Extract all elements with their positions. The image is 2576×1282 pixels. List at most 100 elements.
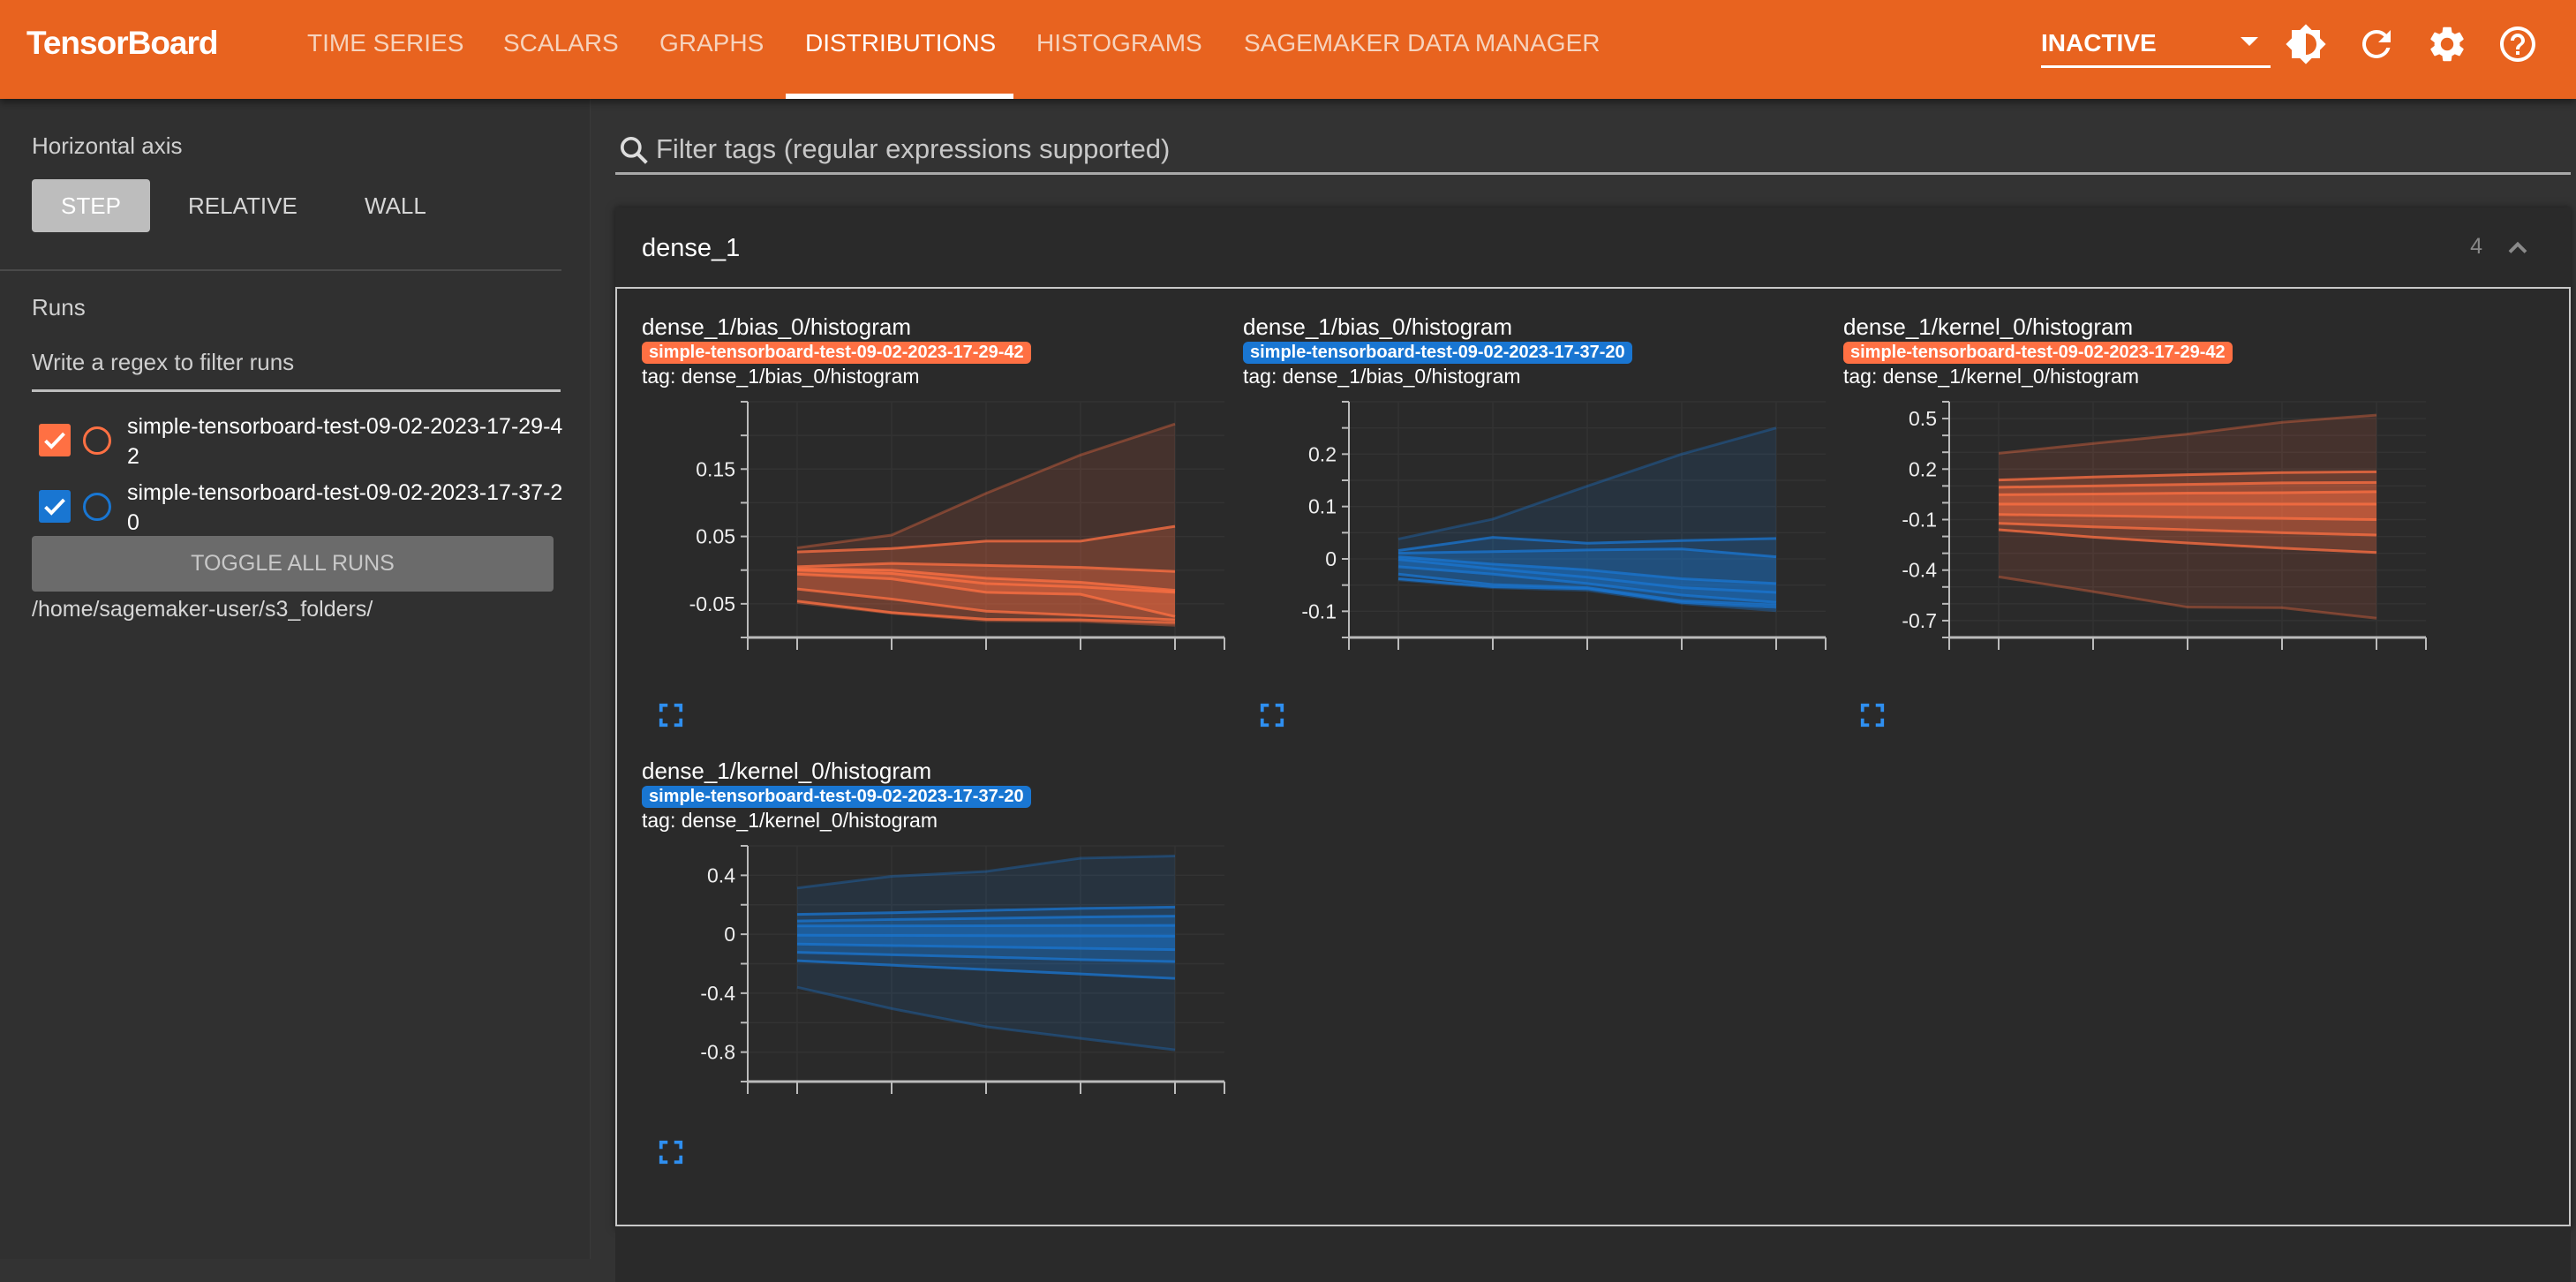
y-tick-label: 0.15 <box>696 457 735 480</box>
run-color-picker[interactable] <box>83 426 111 455</box>
percentile-line-p50 <box>1397 558 1777 594</box>
percentile-line-p100 <box>1998 413 2377 455</box>
fullscreen-icon[interactable] <box>658 702 684 728</box>
fullscreen-icon[interactable] <box>1259 702 1285 728</box>
runs-filter-input[interactable] <box>32 349 561 376</box>
chart-tag: tag: dense_1/kernel_0/histogram <box>642 809 938 832</box>
distribution-band <box>1999 482 2376 536</box>
tag-filter-field[interactable] <box>615 128 2571 175</box>
help-icon[interactable] <box>2497 23 2539 65</box>
chevron-up-icon[interactable] <box>2502 232 2534 264</box>
percentile-line-p84 <box>796 562 1176 573</box>
top-app-bar: TensorBoard TIME SERIES SCALARS GRAPHS D… <box>0 0 2576 99</box>
percentile-line-p7 <box>796 600 1176 624</box>
horizontal-axis-label: Horizontal axis <box>32 132 183 159</box>
percentile-line-p93 <box>796 524 1176 554</box>
tensorboard-logo[interactable]: TensorBoard <box>26 25 219 61</box>
tag-group-count: 4 <box>2470 234 2482 259</box>
chart-tag: tag: dense_1/bias_0/histogram <box>642 365 920 388</box>
chart-plot: -0.7 -0.4 -0.1 0.2 0.5 <box>1902 401 2427 650</box>
tag-group-card: dense_1 4 <box>615 207 2571 1229</box>
tag-filter-input[interactable] <box>656 133 2510 165</box>
tag-group-card <box>615 1229 2571 1282</box>
y-tick-label: -0.1 <box>1301 600 1337 622</box>
distribution-band <box>1398 537 1776 608</box>
y-tick-label: 0.4 <box>707 863 735 886</box>
tab-graphs[interactable]: GRAPHS <box>659 29 765 57</box>
runs-filter-field[interactable] <box>32 349 561 392</box>
checkmark-icon <box>44 432 65 449</box>
percentile-line-p31 <box>796 942 1176 952</box>
chart-title: dense_1/kernel_0/histogram <box>642 758 932 784</box>
percentile-line-p50 <box>796 569 1176 594</box>
percentile-line-p7 <box>796 959 1176 980</box>
percentile-line-p16 <box>796 951 1176 963</box>
percentile-line-p16 <box>1998 522 2377 537</box>
brightness-icon[interactable] <box>2285 23 2327 65</box>
plugin-select-dropdown[interactable]: INACTIVE <box>2041 26 2271 68</box>
runs-label: Runs <box>32 294 86 320</box>
percentile-line-p93 <box>1397 536 1777 552</box>
distribution-band <box>797 424 1175 626</box>
tab-distributions[interactable]: DISTRIBUTIONS <box>805 29 997 57</box>
y-tick-label: 0.05 <box>696 525 735 548</box>
percentile-line-p84 <box>1998 480 2377 489</box>
tab-sagemaker-data-manager[interactable]: SAGEMAKER DATA MANAGER <box>1244 29 1601 57</box>
chart-title: dense_1/kernel_0/histogram <box>1843 313 2134 340</box>
distribution-band <box>797 925 1175 950</box>
percentile-line-p100 <box>796 855 1176 890</box>
y-tick-label: -0.4 <box>700 982 735 1005</box>
distribution-chart: dense_1/kernel_0/histogram simple-tensorb… <box>642 758 1225 1165</box>
y-tick-label: -0.1 <box>1902 509 1937 532</box>
percentile-line-p31 <box>796 572 1176 618</box>
run-checkbox[interactable] <box>39 490 71 523</box>
y-tick-label: -0.7 <box>1902 609 1937 632</box>
percentile-line-p100 <box>796 422 1176 550</box>
fullscreen-icon[interactable] <box>1859 702 1886 728</box>
y-tick-label: 0.1 <box>1308 495 1337 518</box>
run-checkbox[interactable] <box>39 424 71 456</box>
chart-title: dense_1/bias_0/histogram <box>1243 313 1512 340</box>
axis-relative-button[interactable]: RELATIVE <box>188 192 298 219</box>
settings-icon[interactable] <box>2426 23 2468 65</box>
tag-group-content <box>615 287 2571 1226</box>
tab-scalars[interactable]: SCALARS <box>503 29 619 57</box>
toggle-all-runs-button[interactable]: TOGGLE ALL RUNS <box>32 536 554 592</box>
log-directory-path: /home/sagemaker-user/s3_folders/ <box>32 597 373 622</box>
percentile-line-p16 <box>796 587 1176 622</box>
chart-title: dense_1/bias_0/histogram <box>642 313 911 340</box>
search-icon <box>621 137 648 164</box>
run-name: simple-tensorboard-test-09-02-2023-17-29… <box>127 414 563 469</box>
percentile-line-p31 <box>1998 513 2377 521</box>
percentile-line-p69 <box>1998 490 2377 496</box>
run-badge: simple-tensorboard-test-09-02-2023-17-37… <box>642 786 1031 808</box>
axis-wall-button[interactable]: WALL <box>365 192 426 219</box>
chart-tag: tag: dense_1/kernel_0/histogram <box>1843 365 2139 388</box>
percentile-line-p69 <box>796 924 1176 928</box>
y-tick-label: 0.2 <box>1909 457 1937 480</box>
percentile-line-p0 <box>796 985 1176 1052</box>
percentile-line-p93 <box>796 905 1176 916</box>
percentile-line-p16 <box>1397 572 1777 607</box>
y-tick-label: -0.4 <box>1902 559 1937 582</box>
fullscreen-icon[interactable] <box>658 1139 684 1165</box>
y-tick-label: 0.2 <box>1308 442 1337 465</box>
tab-time-series[interactable]: TIME SERIES <box>307 29 464 57</box>
chart-tag: tag: dense_1/bias_0/histogram <box>1243 365 1521 388</box>
run-color-picker[interactable] <box>83 493 111 521</box>
refresh-icon[interactable] <box>2355 23 2398 65</box>
axis-step-button[interactable]: STEP <box>32 179 150 232</box>
distribution-band <box>797 916 1175 962</box>
y-tick-label: 0 <box>724 923 735 946</box>
run-name: simple-tensorboard-test-09-02-2023-17-37… <box>127 480 563 535</box>
dropdown-caret-icon <box>2241 37 2258 46</box>
tab-histograms[interactable]: HISTOGRAMS <box>1036 29 1202 57</box>
tag-group-title[interactable]: dense_1 <box>642 234 741 262</box>
percentile-line-p0 <box>1998 575 2377 620</box>
run-badge: simple-tensorboard-test-09-02-2023-17-29… <box>1843 342 2233 364</box>
percentile-line-p50 <box>796 933 1176 938</box>
percentile-line-p31 <box>1397 565 1777 604</box>
chart-plot: -0.8 -0.4 0 0.4 <box>700 845 1225 1094</box>
active-tab-indicator <box>786 94 1013 99</box>
percentile-line-p84 <box>796 915 1176 923</box>
